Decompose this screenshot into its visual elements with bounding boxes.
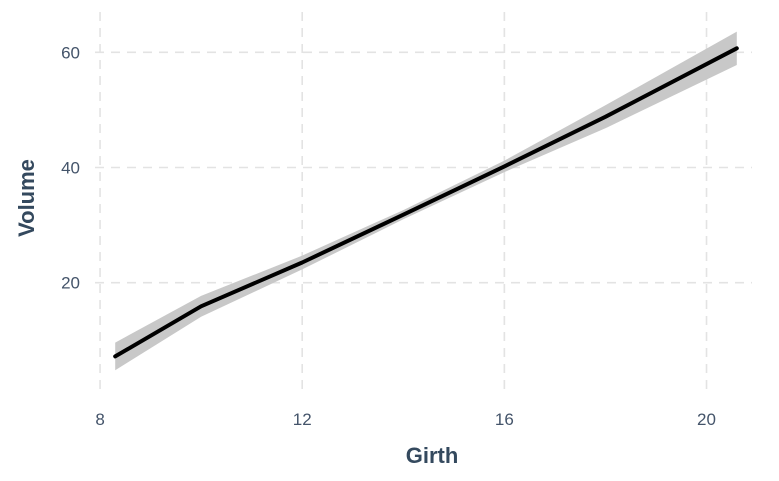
- y-tick-label: 60: [61, 43, 80, 62]
- x-axis-title: Girth: [406, 443, 459, 468]
- x-tick-label: 12: [293, 410, 312, 429]
- x-tick-label: 20: [697, 410, 716, 429]
- regression-line: [113, 46, 739, 359]
- x-axis-ticks: 8 12 16 20: [95, 410, 716, 429]
- grid: [95, 12, 752, 395]
- y-tick-label: 40: [61, 159, 80, 178]
- y-axis-ticks: 20 40 60: [61, 43, 80, 292]
- confidence-band: [115, 31, 737, 371]
- y-tick-label: 20: [61, 274, 80, 293]
- x-tick-label: 8: [95, 410, 104, 429]
- x-tick-label: 16: [495, 410, 514, 429]
- y-axis-title: Volume: [14, 159, 39, 237]
